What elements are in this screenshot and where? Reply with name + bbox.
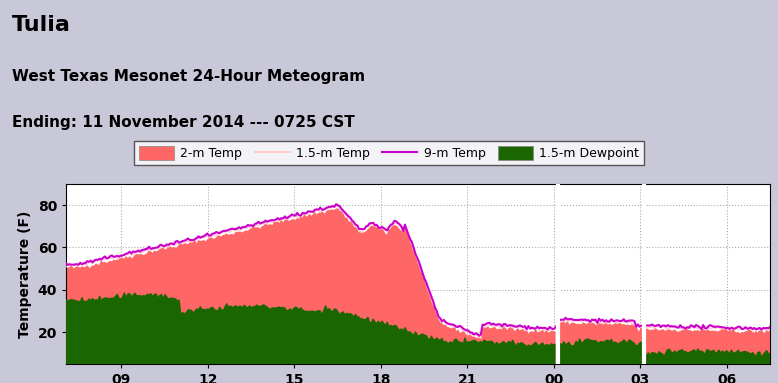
Legend: 2-m Temp, 1.5-m Temp, 9-m Temp, 1.5-m Dewpoint: 2-m Temp, 1.5-m Temp, 9-m Temp, 1.5-m De… [134,141,644,165]
Text: Ending: 11 November 2014 --- 0725 CST: Ending: 11 November 2014 --- 0725 CST [12,115,355,130]
Text: Tulia: Tulia [12,15,71,35]
Y-axis label: Temperature (F): Temperature (F) [18,210,32,337]
Text: West Texas Mesonet 24-Hour Meteogram: West Texas Mesonet 24-Hour Meteogram [12,69,365,84]
